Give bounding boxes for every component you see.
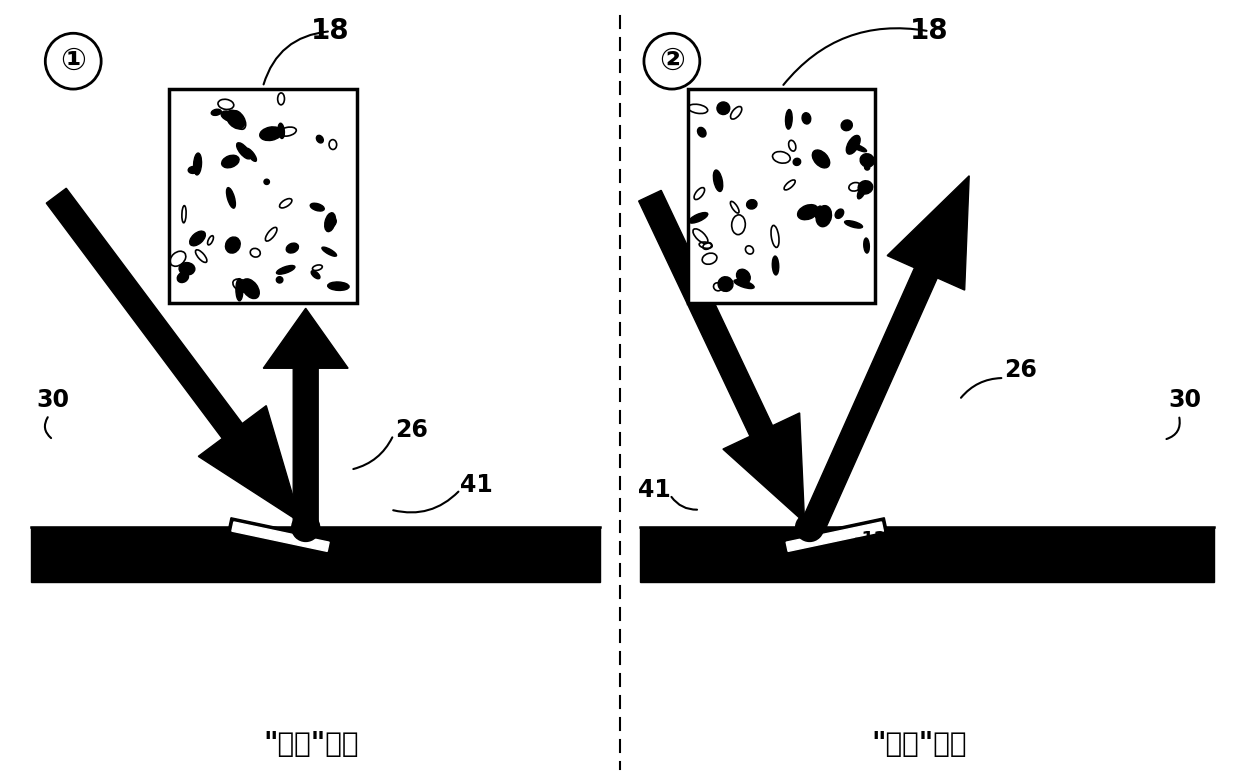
Text: ②: ② (658, 46, 684, 76)
Ellipse shape (697, 128, 706, 137)
Text: 41: 41 (637, 478, 671, 502)
Ellipse shape (259, 127, 281, 141)
Ellipse shape (737, 269, 750, 283)
Ellipse shape (193, 153, 202, 175)
Ellipse shape (713, 170, 723, 191)
Ellipse shape (277, 276, 283, 283)
Polygon shape (263, 308, 348, 522)
Text: 18: 18 (910, 17, 949, 46)
Text: 26: 26 (396, 418, 428, 442)
Ellipse shape (226, 237, 241, 253)
Ellipse shape (327, 282, 350, 290)
Ellipse shape (327, 217, 336, 228)
Ellipse shape (322, 247, 336, 256)
Ellipse shape (851, 143, 867, 152)
Ellipse shape (246, 149, 257, 161)
Text: -12°: -12° (854, 530, 897, 549)
Bar (640, 528, 1214, 582)
Ellipse shape (286, 243, 299, 253)
Circle shape (796, 513, 823, 542)
Bar (169, 89, 357, 303)
Ellipse shape (242, 279, 259, 299)
Ellipse shape (864, 238, 869, 253)
Ellipse shape (785, 109, 792, 129)
Ellipse shape (734, 279, 754, 289)
Ellipse shape (278, 123, 284, 139)
Polygon shape (782, 518, 887, 553)
Ellipse shape (844, 221, 863, 228)
Text: ①: ① (61, 46, 86, 76)
Ellipse shape (794, 158, 801, 166)
Ellipse shape (227, 187, 236, 208)
Ellipse shape (864, 165, 869, 170)
Ellipse shape (858, 180, 873, 194)
Text: 30: 30 (36, 388, 69, 412)
Ellipse shape (310, 204, 324, 211)
Text: "接通"状态: "接通"状态 (263, 730, 358, 758)
Ellipse shape (746, 200, 756, 209)
Ellipse shape (815, 206, 822, 217)
Ellipse shape (689, 213, 708, 223)
Ellipse shape (797, 204, 818, 220)
Polygon shape (46, 188, 301, 522)
Text: 30: 30 (1169, 388, 1202, 412)
Ellipse shape (325, 213, 336, 231)
Text: 26: 26 (1004, 358, 1037, 382)
Ellipse shape (316, 135, 324, 143)
Ellipse shape (188, 166, 198, 173)
Ellipse shape (841, 120, 852, 131)
Bar (688, 89, 875, 303)
Ellipse shape (857, 182, 867, 199)
Text: "断开"状态: "断开"状态 (872, 730, 967, 758)
Ellipse shape (816, 206, 832, 227)
Ellipse shape (812, 150, 830, 168)
Circle shape (291, 513, 320, 542)
Ellipse shape (211, 109, 221, 115)
Ellipse shape (277, 265, 295, 274)
Ellipse shape (237, 142, 250, 159)
Text: 18: 18 (311, 17, 350, 46)
Polygon shape (786, 522, 883, 551)
Ellipse shape (847, 135, 861, 154)
Ellipse shape (861, 154, 874, 167)
Ellipse shape (236, 279, 243, 301)
Ellipse shape (221, 111, 238, 122)
Ellipse shape (836, 209, 843, 218)
Ellipse shape (311, 271, 320, 279)
Ellipse shape (802, 113, 811, 124)
Polygon shape (639, 190, 805, 522)
Ellipse shape (227, 110, 244, 128)
Ellipse shape (717, 102, 730, 115)
Polygon shape (804, 176, 970, 528)
Text: +12°: +12° (149, 530, 198, 549)
Polygon shape (228, 518, 334, 553)
Ellipse shape (190, 231, 206, 246)
Ellipse shape (222, 156, 239, 168)
Ellipse shape (773, 256, 779, 275)
Bar (31, 528, 600, 582)
Ellipse shape (718, 277, 733, 292)
Ellipse shape (179, 262, 195, 275)
Text: 41: 41 (460, 473, 494, 497)
Ellipse shape (264, 180, 269, 184)
Polygon shape (232, 522, 329, 551)
Ellipse shape (177, 272, 188, 283)
